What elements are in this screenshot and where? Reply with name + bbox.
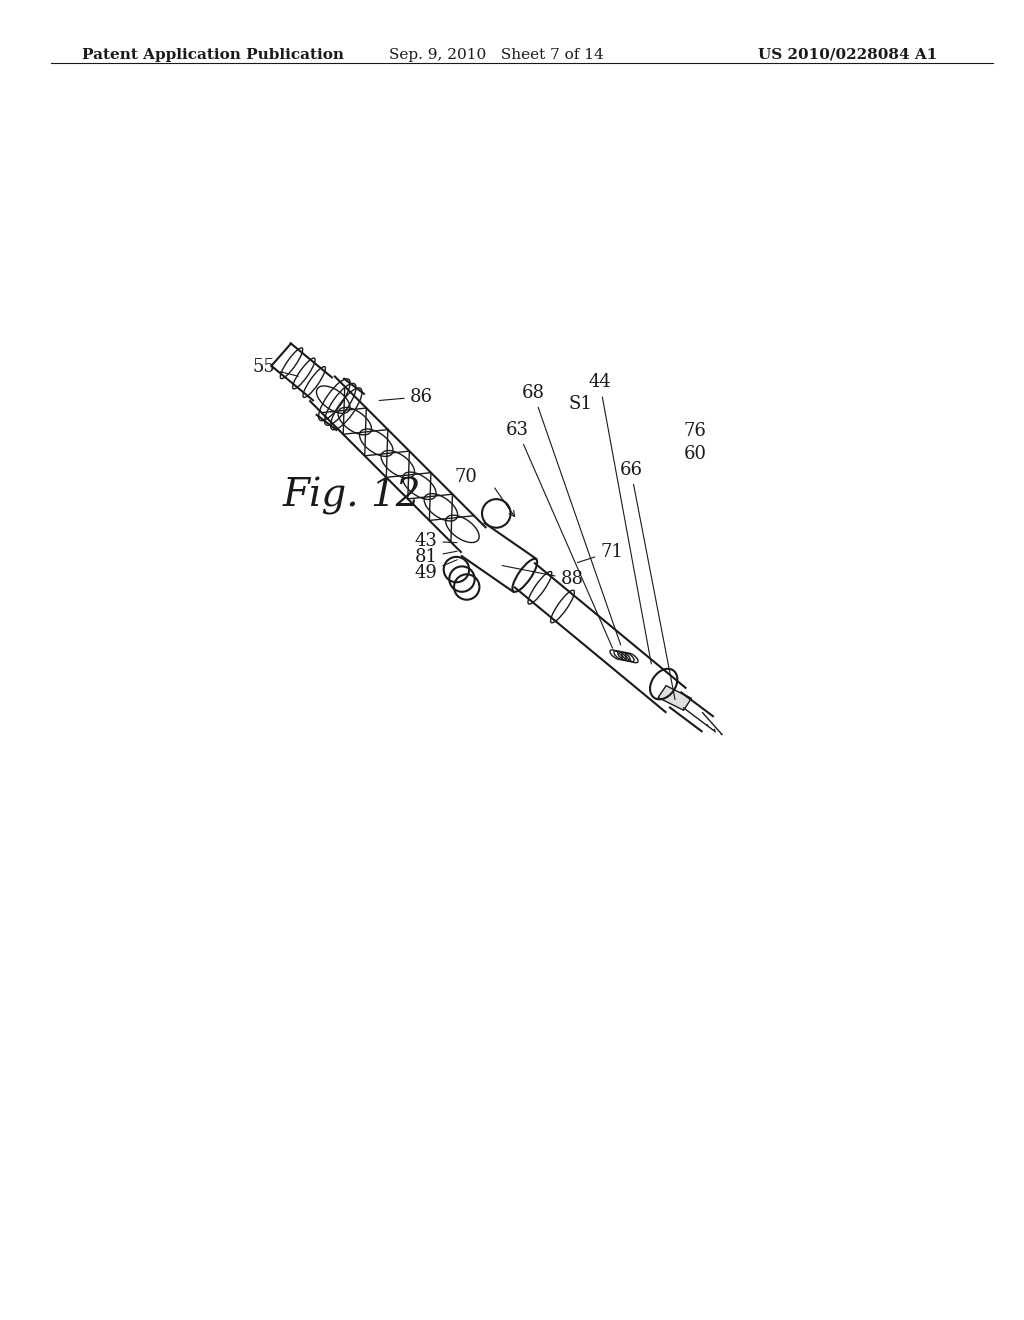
Text: Fig. 12: Fig. 12 bbox=[283, 477, 421, 515]
Text: US 2010/0228084 A1: US 2010/0228084 A1 bbox=[758, 48, 937, 62]
Text: 44: 44 bbox=[588, 374, 651, 664]
Text: 86: 86 bbox=[379, 388, 433, 405]
Text: 60: 60 bbox=[684, 445, 707, 463]
Circle shape bbox=[454, 574, 479, 599]
Text: 76: 76 bbox=[684, 422, 707, 441]
Circle shape bbox=[450, 566, 475, 591]
Text: 70: 70 bbox=[455, 469, 477, 487]
Text: 43: 43 bbox=[415, 532, 457, 550]
Text: 63: 63 bbox=[506, 421, 612, 648]
Text: 49: 49 bbox=[415, 560, 457, 582]
Text: 68: 68 bbox=[521, 384, 621, 645]
Text: Sep. 9, 2010   Sheet 7 of 14: Sep. 9, 2010 Sheet 7 of 14 bbox=[389, 48, 604, 62]
Polygon shape bbox=[658, 685, 691, 710]
Text: 71: 71 bbox=[578, 543, 623, 562]
Circle shape bbox=[443, 557, 469, 582]
Text: 88: 88 bbox=[502, 565, 584, 589]
Text: Patent Application Publication: Patent Application Publication bbox=[82, 48, 344, 62]
Text: S1: S1 bbox=[568, 395, 592, 413]
Text: 66: 66 bbox=[620, 461, 675, 700]
Circle shape bbox=[482, 499, 511, 528]
Text: 55: 55 bbox=[252, 359, 298, 376]
Text: 81: 81 bbox=[415, 548, 457, 566]
